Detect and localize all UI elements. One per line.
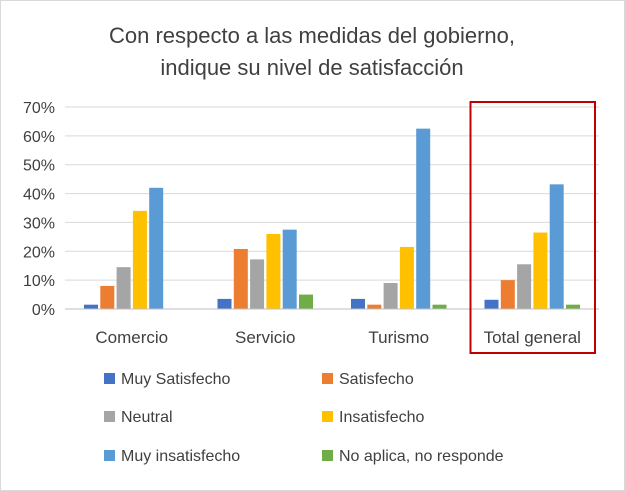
bar bbox=[132, 210, 147, 309]
bar bbox=[217, 298, 232, 309]
bar bbox=[533, 232, 548, 309]
bar bbox=[282, 229, 297, 309]
y-tick-label: 0% bbox=[32, 302, 55, 319]
bar bbox=[149, 187, 164, 309]
bar bbox=[517, 264, 532, 309]
legend-label: No aplica, no responde bbox=[339, 448, 504, 465]
bar bbox=[351, 298, 365, 309]
bar bbox=[250, 259, 265, 309]
bar bbox=[100, 285, 115, 309]
legend-swatch bbox=[104, 373, 115, 384]
bar bbox=[116, 267, 131, 309]
legend-label: Muy insatisfecho bbox=[121, 448, 240, 465]
bar bbox=[233, 248, 248, 309]
bar bbox=[367, 304, 382, 309]
legend-label: Neutral bbox=[121, 409, 173, 426]
y-tick-label: 20% bbox=[23, 244, 55, 261]
category-label: Comercio bbox=[95, 328, 168, 347]
y-tick-label: 40% bbox=[23, 187, 55, 204]
y-tick-label: 30% bbox=[23, 215, 55, 232]
legend-swatch bbox=[322, 373, 333, 384]
bar bbox=[416, 128, 431, 309]
y-axis-ticks: 0% 10% 20% 30% 40% 50% 60% 70% bbox=[23, 100, 55, 319]
category-label: Turismo bbox=[368, 328, 429, 347]
bar bbox=[84, 304, 98, 309]
legend-swatch bbox=[322, 450, 333, 461]
bar bbox=[299, 294, 313, 309]
legend-swatch bbox=[322, 411, 333, 422]
bar bbox=[399, 246, 414, 309]
legend-label: Insatisfecho bbox=[339, 409, 424, 426]
bar bbox=[549, 184, 564, 309]
chart-title-line-1: Con respecto a las medidas del gobierno, bbox=[109, 23, 515, 48]
category-label: Total general bbox=[484, 328, 581, 347]
highlight-box bbox=[469, 101, 596, 354]
bar bbox=[266, 233, 281, 309]
bar bbox=[500, 280, 515, 309]
legend-label: Satisfecho bbox=[339, 371, 414, 388]
y-tick-label: 70% bbox=[23, 100, 55, 117]
bars bbox=[84, 128, 580, 309]
bar bbox=[566, 304, 580, 309]
chart-title-line-2: indique su nivel de satisfacción bbox=[160, 55, 463, 80]
legend-label: Muy Satisfecho bbox=[121, 371, 230, 388]
legend-swatch bbox=[104, 450, 115, 461]
bar bbox=[484, 299, 499, 309]
legend-swatch bbox=[104, 411, 115, 422]
category-label: Servicio bbox=[235, 328, 295, 347]
y-tick-label: 60% bbox=[23, 129, 55, 146]
bar bbox=[432, 304, 447, 309]
y-tick-label: 50% bbox=[23, 158, 55, 175]
x-axis-categories: Comercio Servicio Turismo Total general bbox=[95, 328, 581, 347]
y-tick-label: 10% bbox=[23, 273, 55, 290]
legend: Muy Satisfecho Satisfecho Neutral Insatisfe… bbox=[104, 371, 504, 465]
bar bbox=[383, 283, 398, 309]
